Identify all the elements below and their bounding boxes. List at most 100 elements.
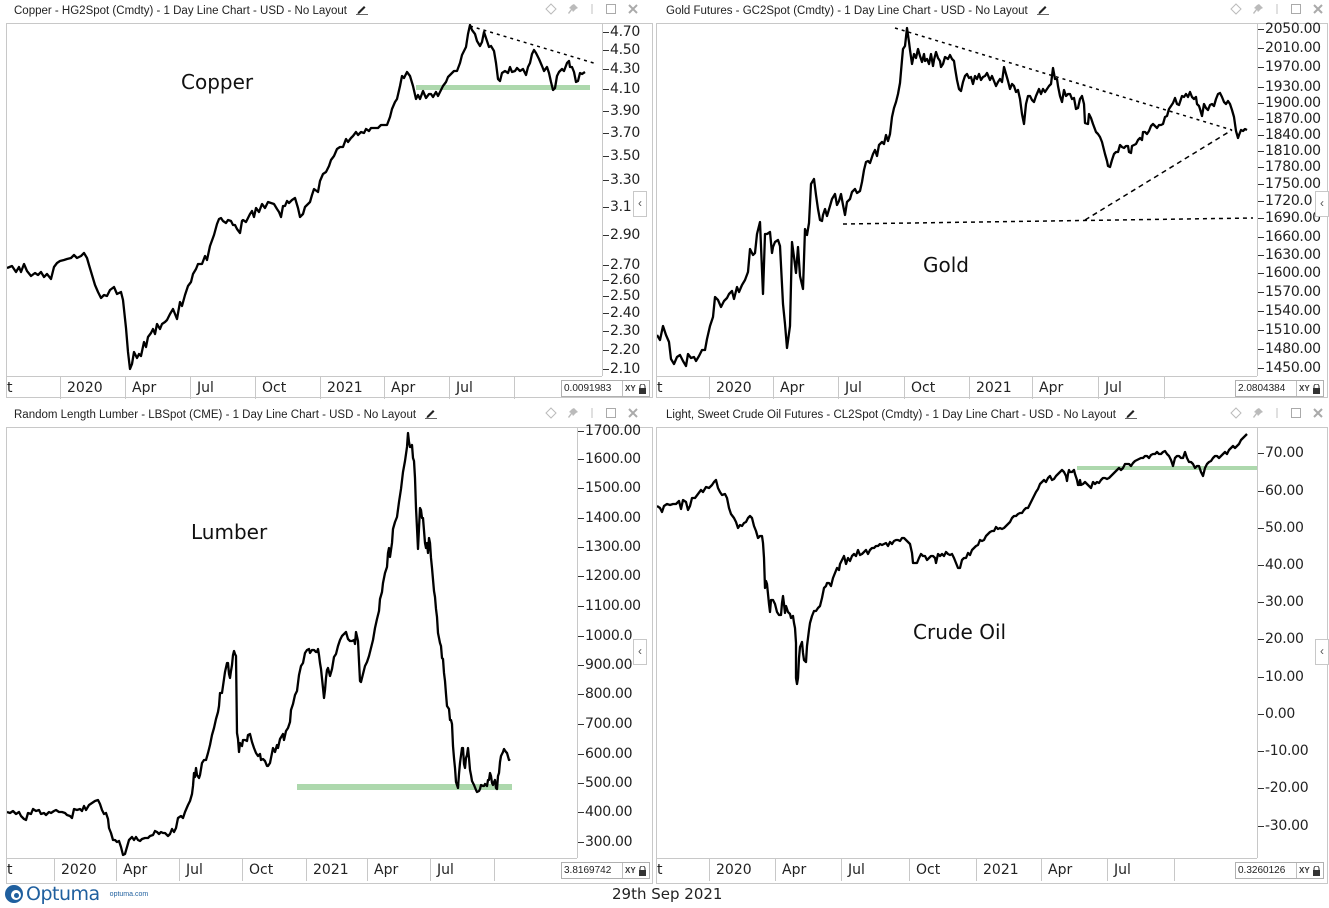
- gold-price-line: [657, 26, 1248, 368]
- scale-value: 2.0804384: [1236, 381, 1297, 396]
- pin-icon[interactable]: [567, 3, 579, 15]
- close-icon[interactable]: [1312, 407, 1324, 419]
- xy-lock-toggle[interactable]: XY: [1297, 863, 1323, 878]
- xy-lock-toggle[interactable]: XY: [623, 863, 649, 878]
- collapse-panel-button[interactable]: ‹: [1315, 639, 1329, 665]
- y-tick: 1200.00: [578, 569, 641, 583]
- scroll-handle-icon[interactable]: [1274, 407, 1280, 419]
- panel-title[interactable]: Random Length Lumber - LBSpot (CME) - 1 …: [14, 408, 438, 421]
- copper-plot-area[interactable]: [7, 24, 602, 376]
- pin-icon[interactable]: [1252, 407, 1264, 419]
- price-axis[interactable]: 2050.00 2010.00 1970.00 1930.00 1900.00 …: [1257, 22, 1328, 376]
- collapse-panel-button[interactable]: ‹: [633, 191, 647, 217]
- lumber-plot-area[interactable]: [7, 428, 512, 858]
- pin-icon[interactable]: [567, 407, 579, 419]
- y-tick: 3.1: [603, 200, 632, 214]
- maximize-icon[interactable]: [1290, 407, 1302, 419]
- y-tick: 800.00: [578, 687, 632, 701]
- y-tick: 2.30: [603, 324, 640, 338]
- x-tick: Jul: [179, 859, 203, 881]
- y-tick: 1810.00: [1258, 144, 1321, 158]
- y-tick: 3.30: [603, 173, 640, 187]
- price-axis[interactable]: 4.70 4.50 4.30 4.10 3.90 3.70 3.50 3.30 …: [602, 24, 653, 376]
- pin-icon[interactable]: [1252, 3, 1264, 15]
- y-tick: 500.00: [578, 776, 632, 790]
- xy-scale-box[interactable]: 0.0091983 XY: [561, 380, 650, 397]
- panel-title-text: Random Length Lumber - LBSpot (CME) - 1 …: [14, 409, 417, 421]
- gold-plot-area[interactable]: [657, 24, 1257, 376]
- diamond-icon[interactable]: [1230, 407, 1242, 419]
- y-tick: -20.00: [1258, 781, 1309, 795]
- x-tick: Jul: [1098, 377, 1122, 399]
- maximize-icon[interactable]: [605, 407, 617, 419]
- x-tick: Apr: [125, 377, 156, 399]
- y-tick: 1500.00: [578, 481, 641, 495]
- xy-scale-box[interactable]: 2.0804384 XY: [1235, 380, 1324, 397]
- close-icon[interactable]: [627, 3, 639, 15]
- x-tick: [514, 377, 521, 399]
- crude-oil-panel: Light, Sweet Crude Oil Futures - CL2Spot…: [650, 404, 1329, 884]
- edit-pencil-icon[interactable]: [1125, 408, 1138, 419]
- x-tick: Apr: [116, 859, 147, 881]
- y-tick: -30.00: [1258, 819, 1309, 833]
- collapse-panel-button[interactable]: ‹: [1315, 191, 1329, 217]
- close-icon[interactable]: [1312, 3, 1324, 15]
- maximize-icon[interactable]: [1290, 3, 1302, 15]
- crude-oil-plot-area[interactable]: [657, 428, 1257, 858]
- scroll-handle-icon[interactable]: [589, 407, 595, 419]
- edit-pencil-icon[interactable]: [1036, 4, 1049, 15]
- xy-lock-toggle[interactable]: XY: [1297, 381, 1323, 396]
- optuma-logo: Optuma optuma.com: [4, 883, 148, 905]
- x-tick: t: [7, 380, 13, 396]
- collapse-panel-button[interactable]: ‹: [633, 639, 647, 665]
- panel-title[interactable]: Light, Sweet Crude Oil Futures - CL2Spot…: [666, 408, 1138, 421]
- scroll-handle-icon[interactable]: [589, 3, 595, 15]
- x-tick: Apr: [1032, 377, 1063, 399]
- y-tick: 700.00: [578, 717, 632, 731]
- price-axis[interactable]: 1700.00 1600.00 1500.00 1400.00 1300.00 …: [577, 424, 653, 858]
- x-tick: Apr: [1041, 859, 1072, 881]
- time-axis[interactable]: t 2020 Apr Jul Oct 2021 Apr Jul: [7, 376, 602, 399]
- xy-scale-box[interactable]: 3.8169742 XY: [561, 862, 650, 879]
- chart-frame: Copper 4.70 4.50 4.30 4.10 3.90 3.70 3.5…: [6, 23, 653, 399]
- time-axis[interactable]: t 2020 Apr Jul Oct 2021 Apr Jul: [657, 858, 1257, 881]
- close-icon[interactable]: [627, 407, 639, 419]
- gold-panel: Gold Futures - GC2Spot (Cmdty) - 1 Day L…: [650, 0, 1329, 402]
- diamond-icon[interactable]: [1230, 3, 1242, 15]
- x-tick: 2021: [306, 859, 349, 881]
- y-tick: 1780.00: [1258, 160, 1321, 174]
- edit-pencil-icon[interactable]: [356, 4, 369, 15]
- scroll-handle-icon[interactable]: [1274, 3, 1280, 15]
- maximize-icon[interactable]: [605, 3, 617, 15]
- y-tick: 3.90: [603, 104, 640, 118]
- xy-lock-toggle[interactable]: XY: [623, 381, 649, 396]
- x-tick: Oct: [909, 859, 940, 881]
- panel-title[interactable]: Copper - HG2Spot (Cmdty) - 1 Day Line Ch…: [14, 4, 369, 17]
- y-tick: 1100.00: [578, 599, 641, 613]
- panel-title[interactable]: Gold Futures - GC2Spot (Cmdty) - 1 Day L…: [666, 4, 1049, 17]
- brand-site: optuma.com: [109, 890, 149, 898]
- price-axis[interactable]: 70.00 60.00 50.00 40.00 30.00 20.00 10.0…: [1257, 428, 1328, 858]
- time-axis[interactable]: t 2020 Apr Jul Oct 2021 Apr Jul: [657, 376, 1257, 399]
- xy-scale-box[interactable]: 0.3260126 XY: [1235, 862, 1324, 879]
- y-tick: 4.70: [603, 25, 640, 39]
- y-tick: 1970.00: [1258, 60, 1321, 74]
- panel-title-text: Gold Futures - GC2Spot (Cmdty) - 1 Day L…: [666, 5, 1028, 17]
- time-axis[interactable]: t 2020 Apr Jul Oct 2021 Apr Jul: [7, 858, 577, 881]
- y-tick: 2010.00: [1258, 41, 1321, 55]
- chart-annotation-label: Crude Oil: [913, 620, 1007, 644]
- x-tick: t: [657, 862, 663, 878]
- x-tick: Jul: [190, 377, 214, 399]
- y-tick: 600.00: [578, 747, 632, 761]
- y-tick: 2.50: [603, 289, 640, 303]
- diamond-icon[interactable]: [545, 3, 557, 15]
- y-tick: 4.30: [603, 62, 640, 76]
- edit-pencil-icon[interactable]: [425, 408, 438, 419]
- x-tick: Jul: [838, 377, 862, 399]
- x-tick: Apr: [773, 377, 804, 399]
- x-tick: Jul: [1107, 859, 1131, 881]
- diamond-icon[interactable]: [545, 407, 557, 419]
- y-tick: 60.00: [1258, 484, 1304, 498]
- x-tick: 2020: [60, 377, 103, 399]
- x-tick: Oct: [255, 377, 286, 399]
